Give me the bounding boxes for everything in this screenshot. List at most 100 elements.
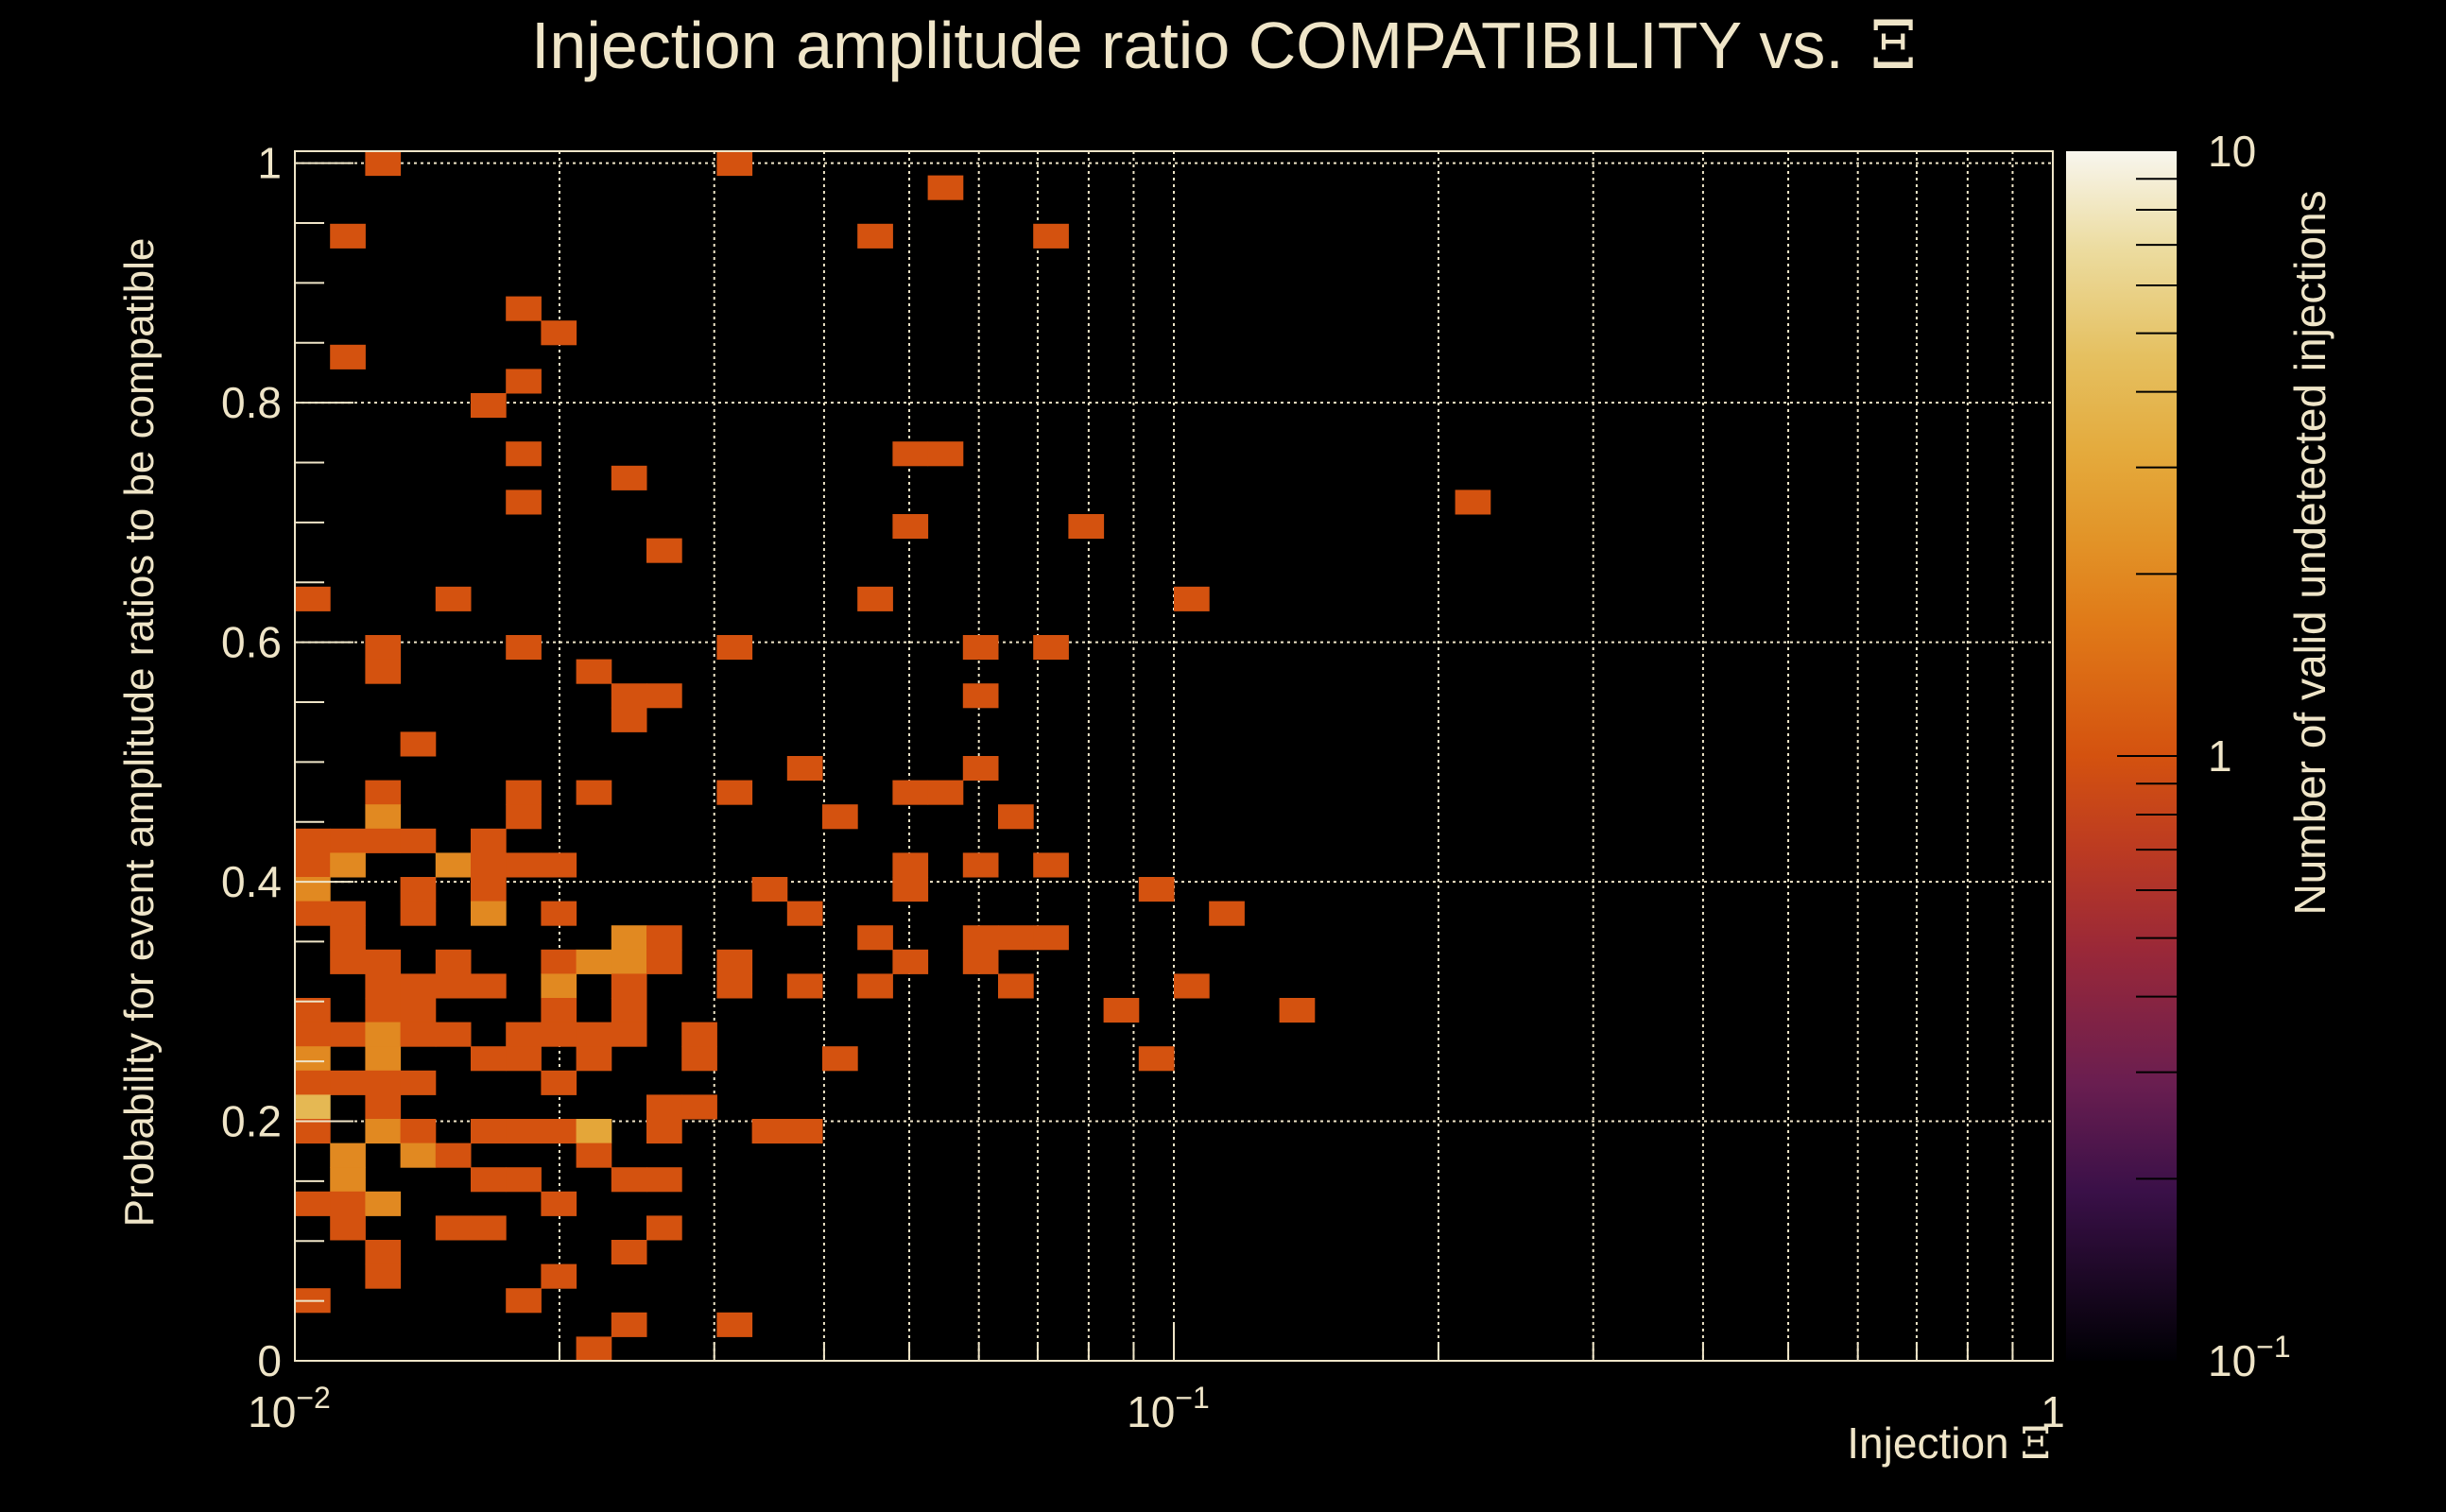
heatmap-cell — [576, 1336, 612, 1362]
heatmap-cell — [541, 1070, 577, 1095]
x-tick-base: 1 — [2041, 1387, 2065, 1436]
heatmap-cell — [330, 1167, 366, 1193]
heatmap-cell — [295, 1094, 331, 1120]
heatmap-cell — [506, 1288, 542, 1314]
x-tick-exponent: −1 — [1175, 1381, 1209, 1415]
x-tick-label: 1 — [2041, 1387, 2065, 1436]
heatmap-cell — [471, 973, 507, 999]
heatmap-cell — [716, 635, 753, 661]
heatmap-cell — [927, 175, 964, 200]
heatmap-cell — [365, 635, 402, 661]
heatmap-cell — [576, 1046, 612, 1072]
heatmap-cell — [716, 780, 753, 805]
heatmap-cell — [365, 1022, 402, 1047]
heatmap-cell — [400, 828, 437, 853]
heatmap-cell — [330, 852, 366, 878]
heatmap-cell — [365, 1046, 402, 1072]
heatmap-cell — [892, 852, 929, 878]
heatmap-cell — [611, 1022, 647, 1047]
heatmap-cell — [506, 1046, 542, 1072]
y-axis-title: Probability for event amplitude ratios t… — [116, 238, 163, 1228]
colorbar-tick-label: 10−1 — [2208, 1330, 2291, 1385]
heatmap-cell — [471, 901, 507, 926]
heatmap-cell — [400, 1143, 437, 1168]
heatmap-cell — [400, 973, 437, 999]
heatmap-cell — [400, 998, 437, 1023]
heatmap-cell — [330, 925, 366, 951]
heatmap-cell — [1174, 586, 1210, 611]
heatmap-cell — [471, 1119, 507, 1144]
heatmap-cell — [716, 151, 753, 177]
heatmap-cell — [435, 586, 472, 611]
heatmap-cell — [365, 1240, 402, 1265]
heatmap-cell — [646, 1215, 682, 1241]
heatmap-cell — [330, 344, 366, 369]
heatmap-cell — [541, 320, 577, 346]
heatmap-cell — [435, 1143, 472, 1168]
heatmap-cell — [365, 804, 402, 830]
x-tick-exponent: −2 — [296, 1381, 330, 1415]
heatmap-cell — [716, 949, 753, 974]
x-tick-base: 10 — [1127, 1387, 1175, 1436]
heatmap-cell — [1033, 223, 1069, 249]
heatmap-cell — [822, 804, 858, 830]
x-tick-label: 10−1 — [1127, 1381, 1210, 1436]
heatmap-cell — [330, 223, 366, 249]
heatmap-cell — [506, 1167, 542, 1193]
heatmap-cell — [365, 659, 402, 684]
heatmap-cell — [611, 925, 647, 951]
heatmap-cell — [892, 877, 929, 902]
heatmap-cell — [506, 1119, 542, 1144]
heatmap-cell — [330, 828, 366, 853]
heatmap-cell — [365, 973, 402, 999]
heatmap-cell — [471, 1215, 507, 1241]
heatmap-cell — [506, 296, 542, 321]
y-tick-label: 0.6 — [221, 618, 282, 667]
heatmap-cell — [330, 1191, 366, 1216]
heatmap-cell — [330, 949, 366, 974]
heatmap-cell — [576, 780, 612, 805]
heatmap-cell — [506, 852, 542, 878]
heatmap-cell — [927, 441, 964, 467]
heatmap-cell — [330, 1143, 366, 1168]
heatmap-cell — [365, 1263, 402, 1289]
colorbar-tick-exponent: −1 — [2256, 1330, 2290, 1364]
heatmap-cell — [1209, 901, 1245, 926]
heatmap-cell — [857, 223, 893, 249]
y-tick-label: 0.2 — [221, 1097, 282, 1146]
heatmap-cell — [506, 635, 542, 661]
heatmap-cell — [786, 973, 823, 999]
heatmap-cell — [295, 877, 331, 902]
heatmap-cell — [892, 780, 929, 805]
heatmap-cell — [330, 1022, 366, 1047]
heatmap-cell — [576, 659, 612, 684]
heatmap-cell — [365, 1191, 402, 1216]
heatmap-cell — [646, 1094, 682, 1120]
heatmap-cell — [962, 635, 999, 661]
heatmap-cell — [998, 973, 1034, 999]
heatmap-cell — [962, 683, 999, 709]
heatmap-cell — [611, 973, 647, 999]
heatmap-cell — [892, 949, 929, 974]
colorbar-tick-label: 1 — [2208, 731, 2232, 781]
heatmap-cell — [506, 1022, 542, 1047]
heatmap-cell — [365, 780, 402, 805]
heatmap-cell — [506, 780, 542, 805]
colorbar-title: Number of valid undetected injections — [2285, 190, 2334, 915]
heatmap-cell — [541, 1119, 577, 1144]
x-tick-base: 10 — [248, 1387, 296, 1436]
heatmap-cell — [435, 949, 472, 974]
heatmap-cell — [611, 949, 647, 974]
heatmap-cell — [611, 1240, 647, 1265]
heatmap-cell — [295, 901, 331, 926]
heatmap-cell — [365, 949, 402, 974]
y-tick-label: 0 — [257, 1336, 282, 1385]
heatmap-cell — [506, 369, 542, 394]
heatmap-cell — [576, 949, 612, 974]
heatmap-cell — [435, 1215, 472, 1241]
heatmap-cell — [471, 1046, 507, 1072]
heatmap-cell — [541, 901, 577, 926]
heatmap-cell — [927, 780, 964, 805]
